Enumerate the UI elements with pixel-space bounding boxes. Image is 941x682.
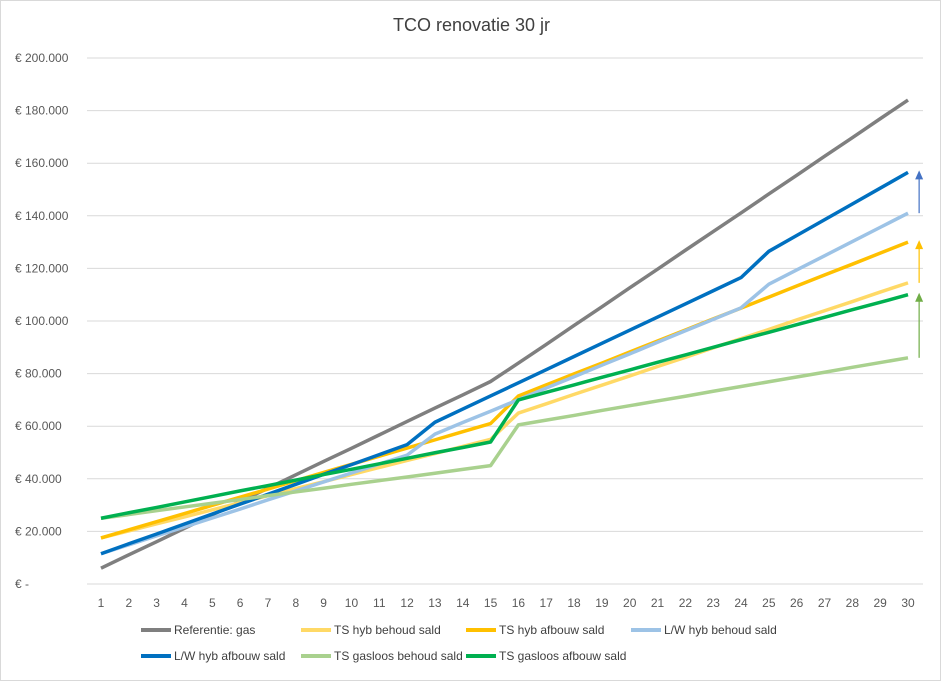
series-line-6 (100, 293, 909, 520)
x-tick-label: 5 (209, 596, 216, 610)
series-line-0 (100, 98, 909, 570)
x-tick-label: 30 (901, 596, 915, 610)
annotation-arrow-head (915, 292, 924, 302)
x-tick-label: 14 (456, 596, 470, 610)
legend-swatch (466, 628, 496, 632)
annotation-arrow-head (915, 240, 924, 250)
x-tick-label: 1 (98, 596, 105, 610)
x-tick-label: 25 (762, 596, 776, 610)
x-tick-label: 29 (873, 596, 887, 610)
legend-swatch (301, 654, 331, 658)
x-tick-label: 11 (373, 596, 386, 610)
legend-item: TS hyb behoud sald (301, 623, 441, 637)
y-tick-label: € 60.000 (15, 419, 62, 433)
legend-swatch (141, 654, 171, 658)
x-tick-label: 8 (292, 596, 299, 610)
x-tick-label: 10 (345, 596, 359, 610)
x-tick-label: 23 (707, 596, 721, 610)
x-tick-label: 28 (846, 596, 860, 610)
series-line-5 (100, 356, 909, 520)
legend-label: L/W hyb afbouw sald (174, 649, 286, 663)
y-tick-label: € 200.000 (15, 51, 69, 65)
y-tick-label: € 160.000 (15, 156, 69, 170)
legend-label: TS hyb behoud sald (334, 623, 441, 637)
x-tick-label: 17 (540, 596, 554, 610)
x-tick-label: 24 (734, 596, 748, 610)
x-tick-label: 27 (818, 596, 832, 610)
legend-item: L/W hyb afbouw sald (141, 649, 285, 663)
legend-label: TS gasloos afbouw sald (499, 649, 627, 663)
legend-item: Referentie: gas (141, 623, 255, 637)
x-tick-label: 18 (567, 596, 581, 610)
y-tick-label: € 100.000 (15, 314, 69, 328)
y-tick-label: € - (15, 577, 29, 591)
x-tick-label: 20 (623, 596, 637, 610)
legend-swatch (631, 628, 661, 632)
legend-label: TS hyb afbouw sald (499, 623, 605, 637)
legend-label: Referentie: gas (174, 623, 256, 637)
annotation-arrow-head (915, 170, 924, 180)
y-tick-label: € 180.000 (15, 104, 69, 118)
series-line-3 (100, 211, 909, 556)
y-tick-label: € 140.000 (15, 209, 69, 223)
x-tick-label: 21 (651, 596, 665, 610)
x-tick-label: 26 (790, 596, 804, 610)
x-tick-label: 22 (679, 596, 693, 610)
x-tick-label: 19 (595, 596, 609, 610)
legend-item: L/W hyb behoud sald (631, 623, 777, 637)
legend-swatch (466, 654, 496, 658)
legend-item: TS gasloos afbouw sald (466, 649, 626, 663)
legend-swatch (141, 628, 171, 632)
x-tick-label: 6 (237, 596, 244, 610)
legend-item: TS gasloos behoud sald (301, 649, 463, 663)
x-tick-label: 12 (400, 596, 414, 610)
y-tick-label: € 80.000 (15, 367, 62, 381)
series-line-4 (100, 170, 909, 556)
legend-label: L/W hyb behoud sald (664, 623, 777, 637)
x-tick-label: 3 (153, 596, 160, 610)
x-tick-label: 16 (512, 596, 526, 610)
chart-title: TCO renovatie 30 jr (392, 15, 551, 35)
x-tick-label: 13 (428, 596, 442, 610)
y-tick-label: € 120.000 (15, 261, 69, 275)
y-tick-label: € 20.000 (15, 524, 62, 538)
y-tick-label: € 40.000 (15, 472, 62, 486)
legend-item: TS hyb afbouw sald (466, 623, 604, 637)
x-tick-label: 4 (181, 596, 188, 610)
x-tick-label: 7 (265, 596, 272, 610)
legend-swatch (301, 628, 331, 632)
x-tick-label: 2 (125, 596, 132, 610)
legend-label: TS gasloos behoud sald (334, 649, 463, 663)
x-tick-label: 15 (484, 596, 498, 610)
x-tick-label: 9 (320, 596, 327, 610)
